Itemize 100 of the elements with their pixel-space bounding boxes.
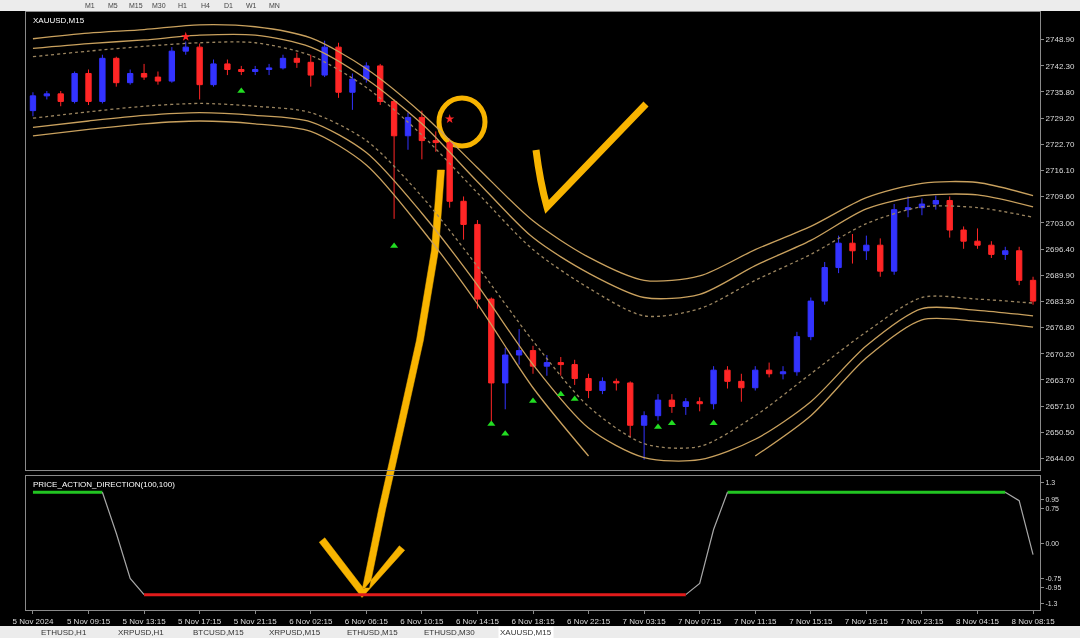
candlestick (168, 46, 176, 84)
text: XAUUSD,M15 (33, 16, 85, 25)
candlestick (960, 225, 967, 250)
candlestick (404, 112, 412, 151)
candlestick (918, 197, 926, 216)
candlestick (99, 54, 106, 104)
candlestick (1015, 246, 1023, 286)
text: BTCUSD,M15 (193, 628, 245, 637)
candlestick (85, 69, 92, 106)
text: XRPUSD,H1 (118, 628, 165, 637)
y-tick-label: 2696.40 (1045, 244, 1076, 254)
candlestick (335, 42, 342, 99)
candlestick (640, 410, 648, 461)
y-tick-label: 2709.60 (1045, 192, 1076, 202)
candlestick (807, 297, 814, 341)
text: PRICE_ACTION_DIRECTION(100,100) (33, 480, 176, 489)
candlestick (377, 63, 384, 106)
candlestick (1002, 246, 1009, 261)
y-tick-label: 2735.80 (1045, 87, 1076, 97)
x-tick-label: 5 Nov 21:15 (233, 616, 278, 626)
candlestick (307, 54, 314, 88)
candlestick (793, 331, 801, 377)
candlestick (779, 365, 787, 380)
candlestick (446, 138, 453, 209)
candlestick (127, 69, 134, 86)
candlestick (1029, 276, 1037, 306)
y-tick-label: 2644.00 (1045, 454, 1076, 464)
candlestick (224, 59, 231, 76)
x-tick-label: 7 Nov 15:15 (789, 616, 833, 626)
x-tick-label: 6 Nov 02:15 (289, 616, 333, 626)
candlestick (140, 63, 148, 81)
y-tick-label: 2722.70 (1045, 139, 1076, 149)
y-tick-label: 2703.00 (1045, 218, 1076, 228)
x-tick-label: 7 Nov 19:15 (844, 616, 889, 626)
candlestick (835, 235, 842, 274)
candlestick (877, 237, 884, 278)
candlestick (988, 240, 995, 259)
x-tick-label: 6 Nov 06:15 (344, 616, 389, 626)
candlestick (349, 72, 356, 111)
x-tick-label: 6 Nov 22:15 (566, 616, 611, 626)
x-tick-label: 8 Nov 04:15 (955, 616, 1000, 626)
candlestick (585, 373, 592, 399)
candlestick (627, 380, 634, 438)
candlestick (974, 227, 981, 250)
text: ETHUSD,M15 (347, 628, 399, 637)
candlestick (932, 195, 939, 211)
candlestick (418, 110, 426, 160)
candlestick (210, 59, 217, 88)
candlestick (863, 235, 870, 261)
candlestick (321, 40, 328, 78)
candlestick (196, 43, 203, 100)
candlestick (543, 354, 551, 377)
candlestick (557, 356, 564, 377)
x-tick-label: 7 Nov 03:15 (622, 616, 667, 626)
x-tick-label: 7 Nov 11:15 (733, 616, 778, 626)
candlestick (599, 376, 606, 395)
x-tick-label: 8 Nov 08:15 (1011, 616, 1056, 626)
candlestick (696, 396, 703, 412)
y-tick-label: 2670.20 (1045, 349, 1076, 359)
candlestick (904, 195, 912, 218)
candlestick (390, 98, 398, 220)
candlestick (460, 195, 467, 241)
candlestick (279, 54, 287, 70)
candlestick (710, 365, 717, 410)
x-tick-label: 7 Nov 23:15 (900, 616, 945, 626)
candlestick (113, 56, 120, 88)
x-tick-label: 6 Nov 10:15 (400, 616, 444, 626)
candlestick (682, 397, 689, 416)
candlestick (571, 359, 578, 386)
point (709, 419, 718, 426)
candlestick (529, 345, 537, 375)
candlestick (654, 393, 662, 421)
text: XAUUSD,M15 (500, 628, 552, 637)
candlestick (293, 52, 301, 69)
candlestick (43, 90, 51, 100)
y-tick-label: 2663.70 (1045, 375, 1076, 385)
y-tick-label: 2683.30 (1045, 297, 1076, 307)
candlestick (252, 65, 259, 76)
candlestick (849, 233, 856, 265)
candlestick (668, 393, 676, 414)
text: ETHUSD,H1 (41, 628, 87, 637)
y-tick-label: 2742.30 (1045, 61, 1076, 71)
point (667, 419, 676, 426)
candlestick (613, 378, 620, 392)
point (181, 31, 191, 41)
candlestick (474, 219, 481, 310)
x-tick-label: 7 Nov 07:15 (678, 616, 722, 626)
candlestick (57, 90, 64, 107)
x-tick-label: 5 Nov 17:15 (178, 616, 222, 626)
y-tick-label: 2716.10 (1045, 166, 1076, 176)
candlestick (432, 130, 439, 153)
y-tick-label: 2729.20 (1045, 114, 1076, 124)
candlestick (71, 71, 78, 104)
y-tick-label: 2657.10 (1045, 401, 1076, 411)
x-tick-label: 6 Nov 18:15 (511, 616, 556, 626)
candlestick (515, 328, 523, 366)
y-tick-label: 2748.90 (1045, 35, 1076, 45)
candlestick (182, 41, 189, 56)
candlestick (724, 365, 731, 390)
y-tick-label: 2689.90 (1045, 270, 1076, 280)
